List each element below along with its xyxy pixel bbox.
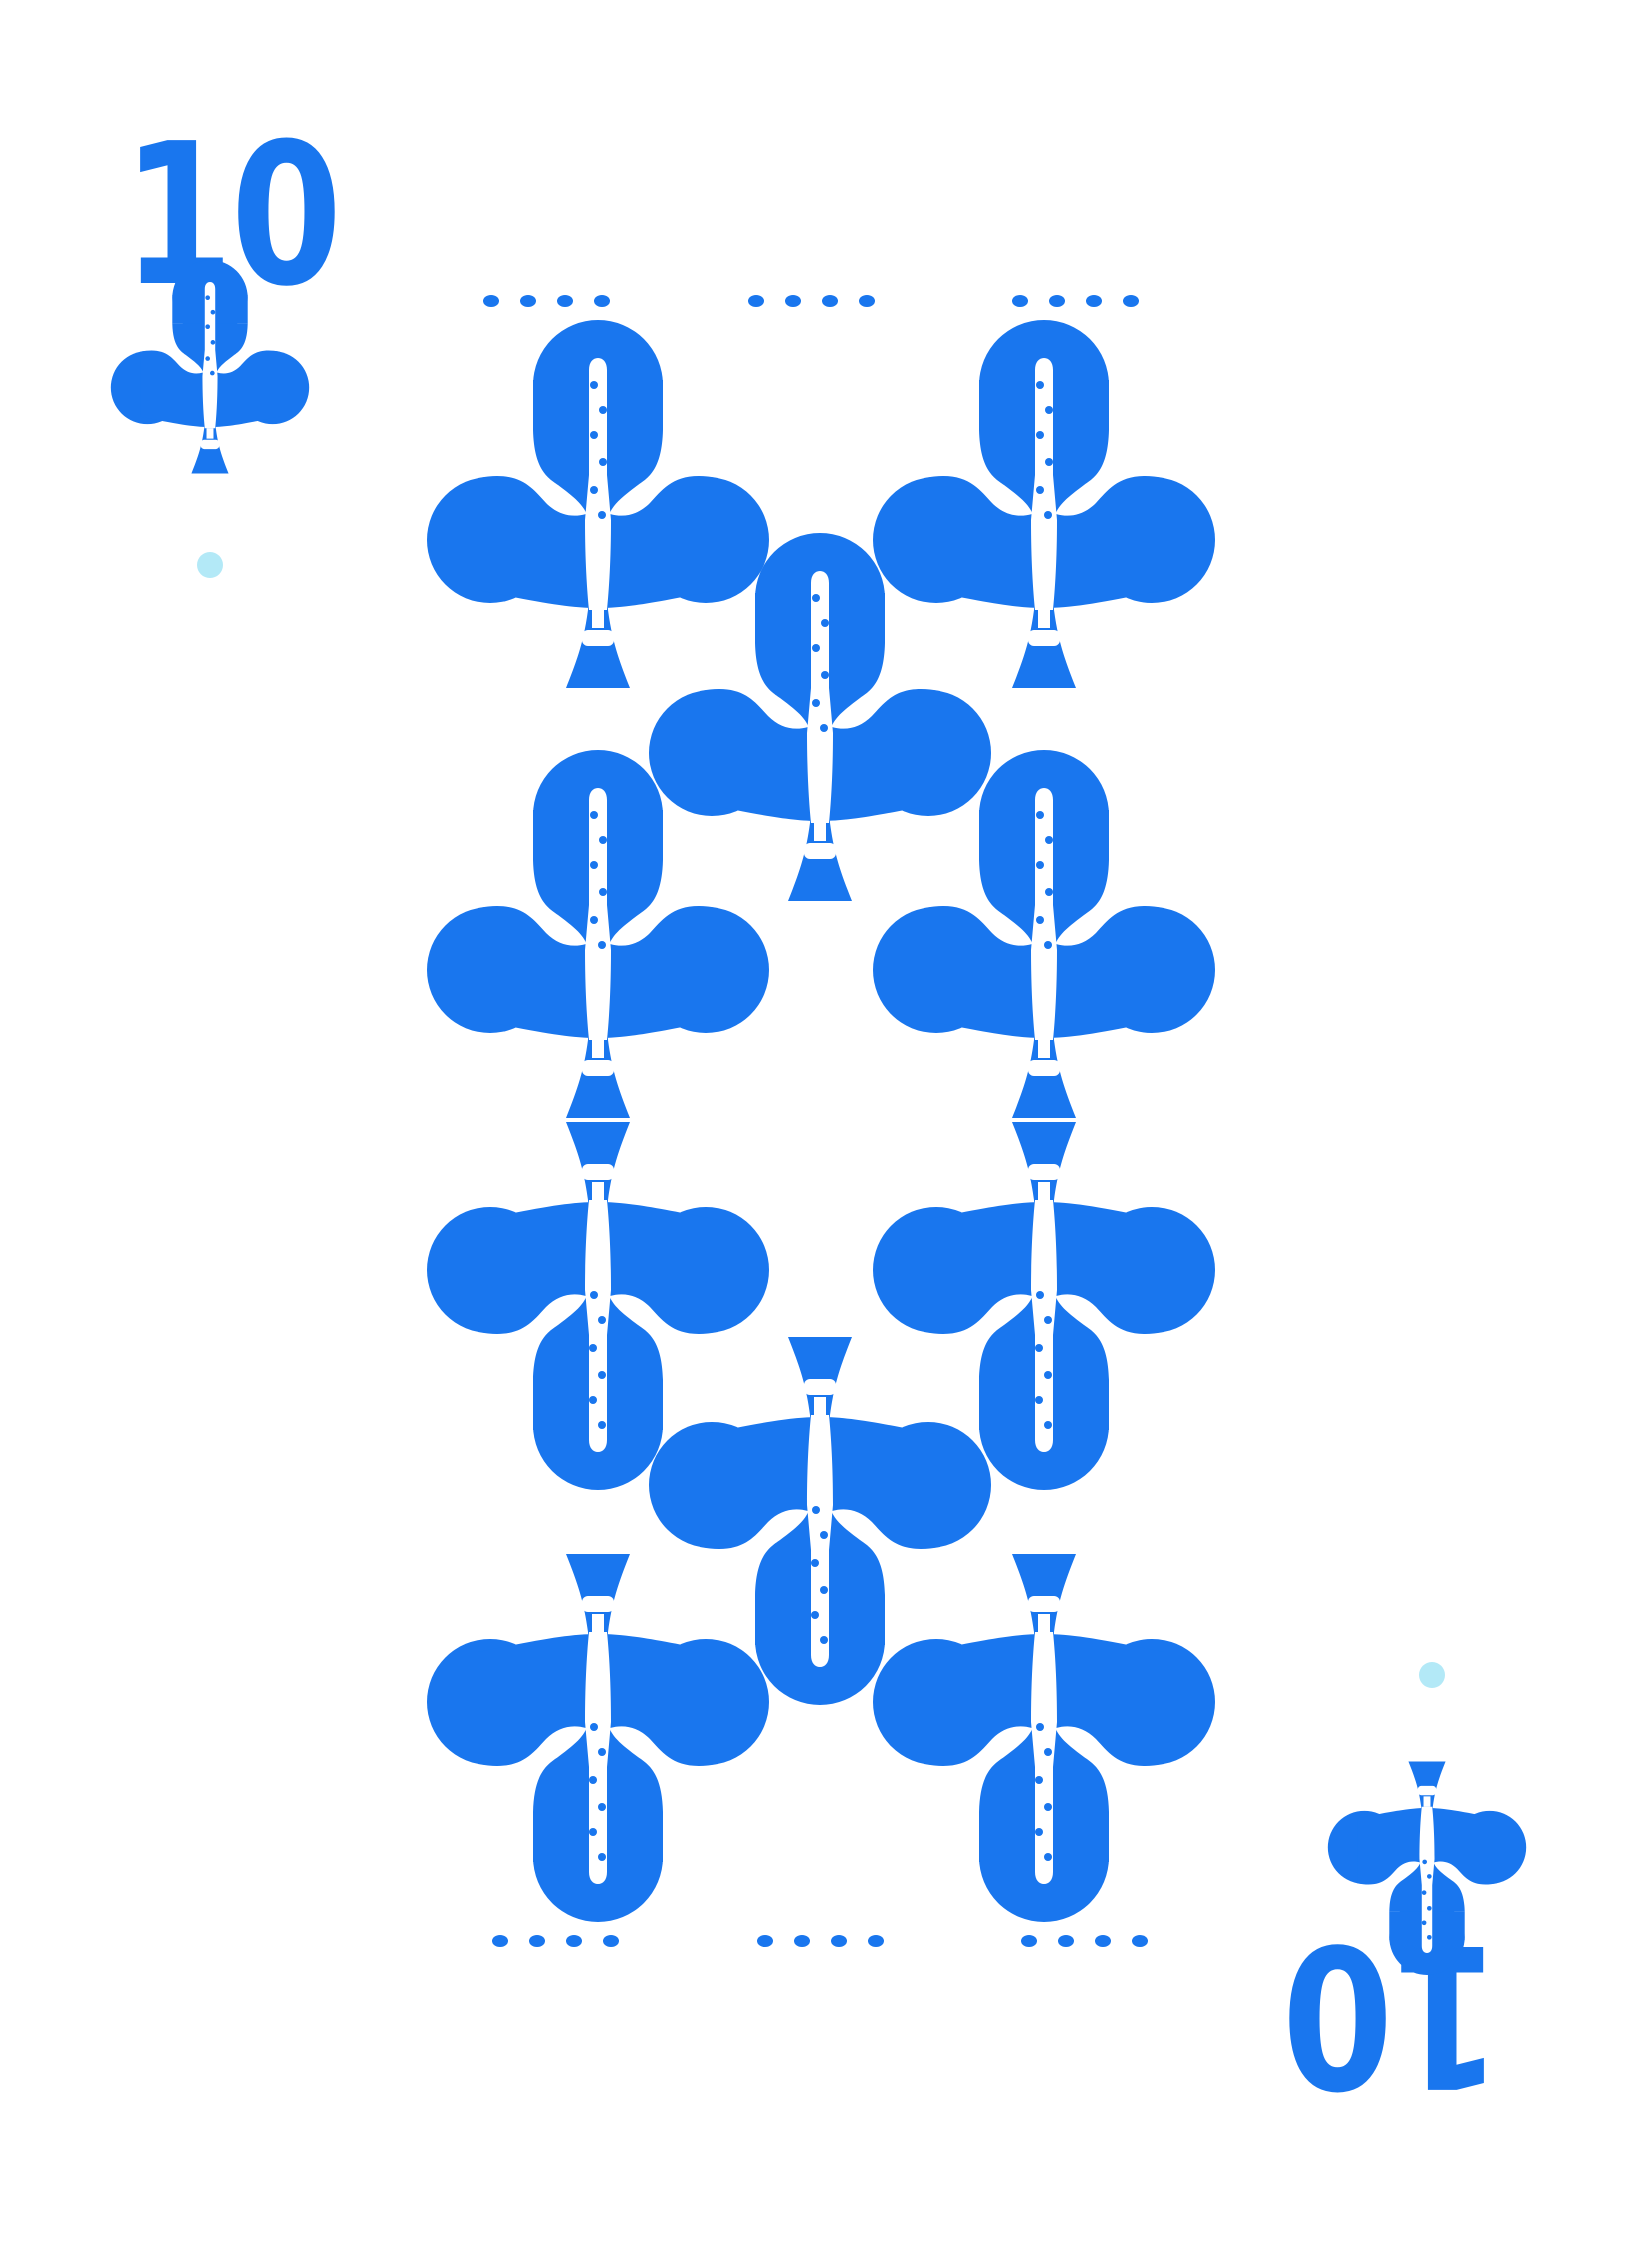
accent-dot-bottom bbox=[1419, 1662, 1445, 1688]
corner-club-top-icon bbox=[110, 260, 310, 474]
club-pip-2-icon bbox=[873, 320, 1215, 688]
dots-bottom-left-ornament bbox=[492, 1935, 619, 1947]
dots-bottom-center-ornament bbox=[757, 1935, 884, 1947]
accent-dot-top bbox=[197, 552, 223, 578]
dots-bottom-right-ornament bbox=[1021, 1935, 1148, 1947]
dots-top-right-ornament bbox=[1012, 295, 1139, 307]
corner-club-bottom-icon bbox=[1327, 1761, 1527, 1975]
club-pip-1-icon bbox=[427, 320, 769, 688]
club-pip-9-icon bbox=[427, 1554, 769, 1922]
dots-top-center-ornament bbox=[748, 295, 875, 307]
club-pip-10-icon bbox=[873, 1554, 1215, 1922]
dots-top-left-ornament bbox=[483, 295, 610, 307]
